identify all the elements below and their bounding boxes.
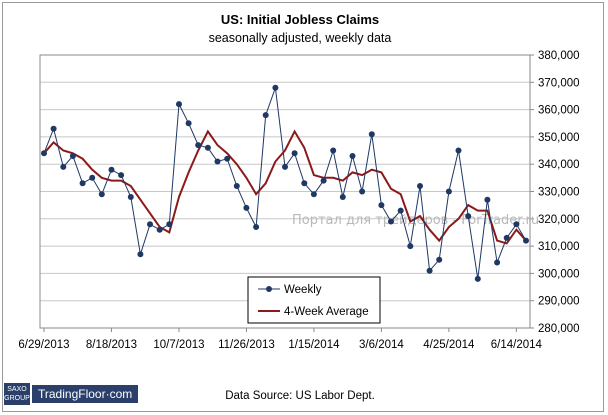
legend-weekly-label: Weekly: [284, 284, 322, 296]
weekly-data-point: [455, 147, 462, 154]
weekly-data-point: [320, 177, 327, 184]
legend-box: [247, 276, 381, 324]
weekly-data-point: [166, 221, 173, 228]
weekly-data-point: [50, 125, 57, 132]
y-tick-label: 340,000: [538, 159, 580, 171]
weekly-data-point: [118, 172, 125, 179]
y-tick-label: 380,000: [538, 50, 580, 62]
x-tick-label: 11/26/2013: [218, 339, 275, 351]
y-tick-label: 320,000: [538, 214, 580, 226]
weekly-data-point: [127, 194, 134, 200]
x-tick-label: 4/25/2014: [423, 339, 475, 351]
x-tick-label: 6/29/2013: [18, 339, 69, 351]
weekly-data-point: [436, 256, 443, 263]
y-axis: 280,000 290,000 300,000 310,000 320,000 330,0…: [530, 50, 580, 335]
weekly-data-point: [417, 183, 423, 189]
weekly-data-point: [378, 202, 385, 209]
weekly-data-point: [474, 275, 481, 282]
legend: Weekly 4-Week Average: [247, 276, 381, 324]
chart-frame: [2, 2, 604, 412]
weekly-data-point: [503, 234, 510, 241]
weekly-data-point: [339, 194, 346, 200]
weekly-data-point: [282, 163, 288, 170]
weekly-data-point: [147, 221, 153, 228]
weekly-data-point: [224, 155, 231, 162]
weekly-data-point: [301, 180, 308, 187]
y-tick-label: 350,000: [538, 132, 580, 144]
weekly-data-point: [484, 196, 491, 203]
weekly-data-point: [69, 153, 76, 159]
x-tick-label: 1/15/2014: [288, 339, 340, 351]
weekly-data-point: [214, 158, 221, 165]
weekly-data-point: [349, 153, 356, 159]
weekly-data-point: [98, 191, 105, 198]
weekly-data-point: [79, 180, 86, 187]
chart-subtitle: seasonally adjusted, weekly data: [209, 31, 392, 45]
weekly-data-point: [397, 207, 404, 214]
y-tick-label: 370,000: [538, 77, 580, 89]
weekly-data-point: [494, 259, 501, 266]
data-source: Data Source: US Labor Dept.: [225, 390, 375, 402]
weekly-data-point: [89, 174, 96, 181]
weekly-data-point: [108, 166, 115, 173]
chart-title: US: Initial Jobless Claims: [221, 12, 379, 27]
weekly-data-point: [465, 213, 472, 220]
weekly-data-point: [272, 84, 279, 91]
weekly-data-point: [368, 131, 375, 138]
weekly-data-point: [243, 204, 250, 211]
weekly-data-point: [176, 101, 182, 108]
gridlines: [40, 81, 530, 302]
weekly-data-point: [262, 112, 269, 119]
saxo-group-logo: SAXO GROUP: [4, 383, 30, 405]
y-tick-label: 360,000: [538, 105, 580, 117]
weekly-data-point: [359, 188, 366, 195]
y-tick-label: 290,000: [538, 296, 580, 308]
series-weekly-line: [43, 87, 527, 279]
legend-weekly-marker: [266, 286, 272, 292]
weekly-data-point: [388, 218, 394, 225]
tradingfloor-logo: TradingFloor·com: [32, 385, 139, 403]
weekly-data-point: [195, 142, 202, 149]
weekly-data-point: [137, 251, 144, 258]
weekly-data-point: [523, 237, 529, 244]
weekly-data-point: [445, 188, 452, 195]
weekly-data-point: [41, 150, 47, 157]
x-tick-label: 10/7/2013: [153, 339, 204, 351]
weekly-data-point: [60, 163, 67, 170]
weekly-data-point: [204, 144, 211, 151]
weekly-data-point: [233, 183, 240, 189]
weekly-data-point: [407, 243, 414, 250]
x-tick-label: 6/14/2014: [491, 339, 543, 351]
weekly-data-point: [291, 150, 298, 157]
weekly-data-point: [330, 147, 337, 154]
x-tick-label: 3/6/2014: [359, 339, 404, 351]
weekly-data-point: [310, 191, 317, 198]
y-tick-label: 330,000: [538, 187, 580, 199]
watermark: Портал для трейдеров - ForTrader.ru: [292, 213, 539, 228]
legend-average-label: 4-Week Average: [284, 306, 369, 318]
weekly-data-point: [253, 224, 260, 230]
x-tick-label: 8/18/2013: [86, 339, 137, 351]
x-axis: 6/29/2013 8/18/2013 10/7/2013 11/26/2013 1/1…: [18, 328, 543, 351]
weekly-data-point: [185, 120, 192, 127]
weekly-data-point: [513, 221, 520, 228]
y-tick-label: 300,000: [538, 268, 580, 280]
weekly-data-point: [156, 226, 163, 233]
weekly-data-point: [426, 267, 433, 274]
y-tick-label: 310,000: [538, 241, 580, 253]
series-weekly-points: [41, 84, 529, 282]
y-tick-label: 280,000: [538, 323, 580, 335]
